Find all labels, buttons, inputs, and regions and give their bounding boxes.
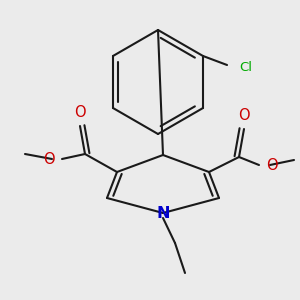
Text: Cl: Cl (239, 61, 252, 74)
Text: O: O (44, 152, 55, 166)
Text: O: O (74, 105, 86, 120)
Text: O: O (238, 108, 250, 123)
Text: N: N (156, 206, 170, 220)
Text: O: O (266, 158, 278, 172)
